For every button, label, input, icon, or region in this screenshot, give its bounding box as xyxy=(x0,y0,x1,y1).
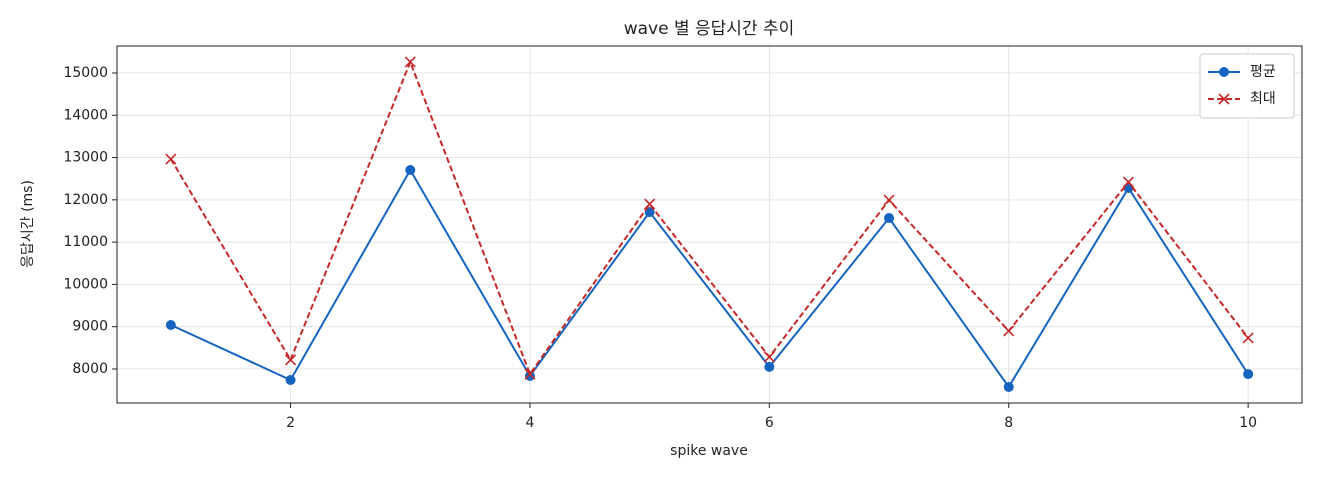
marker xyxy=(404,56,416,68)
marker xyxy=(405,165,416,176)
legend-marker xyxy=(1218,93,1230,105)
marker xyxy=(1122,176,1135,188)
y-axis-label: 응답시간 (ms) xyxy=(20,180,36,268)
marker xyxy=(763,351,775,363)
series-line xyxy=(170,168,1249,389)
legend-label: 최대 xyxy=(1250,91,1276,107)
y-tick-label: 8000 xyxy=(72,361,108,377)
marker xyxy=(884,213,895,224)
marker xyxy=(285,374,296,385)
y-tick-label: 15000 xyxy=(63,65,108,81)
marker xyxy=(1003,381,1014,392)
legend-box xyxy=(1199,53,1295,119)
legend-marker xyxy=(1219,67,1229,77)
marker xyxy=(1242,332,1254,344)
x-tick-label: 8 xyxy=(1004,415,1013,431)
marker xyxy=(524,370,535,381)
marker xyxy=(165,320,176,331)
marker xyxy=(883,194,895,206)
marker xyxy=(764,361,775,372)
x-tick-label: 10 xyxy=(1239,415,1257,431)
y-tick-label: 9000 xyxy=(72,319,108,335)
x-tick-label: 6 xyxy=(765,415,774,431)
y-tick-label: 14000 xyxy=(63,107,108,123)
y-tick-label: 13000 xyxy=(63,150,108,166)
marker xyxy=(1243,369,1254,380)
marker xyxy=(165,153,177,165)
x-tick-label: 4 xyxy=(525,415,534,431)
marker xyxy=(524,368,536,380)
marker xyxy=(644,207,655,218)
legend-label: 평균 xyxy=(1250,64,1276,80)
plot-area: 8000 9000 10000 11000 12000 13000 14000 15000 2 4… xyxy=(63,45,1303,431)
marker xyxy=(644,198,656,210)
x-tick-label: 2 xyxy=(286,415,295,431)
plot-frame xyxy=(116,45,1303,404)
chart-title: wave 별 응답시간 추이 xyxy=(624,19,795,39)
y-tick-label: 11000 xyxy=(63,234,108,250)
marker xyxy=(284,354,297,366)
y-tick-label: 10000 xyxy=(63,276,108,292)
x-axis-label: spike wave xyxy=(670,443,748,459)
y-tick-label: 12000 xyxy=(63,192,108,208)
marker xyxy=(1003,325,1015,337)
